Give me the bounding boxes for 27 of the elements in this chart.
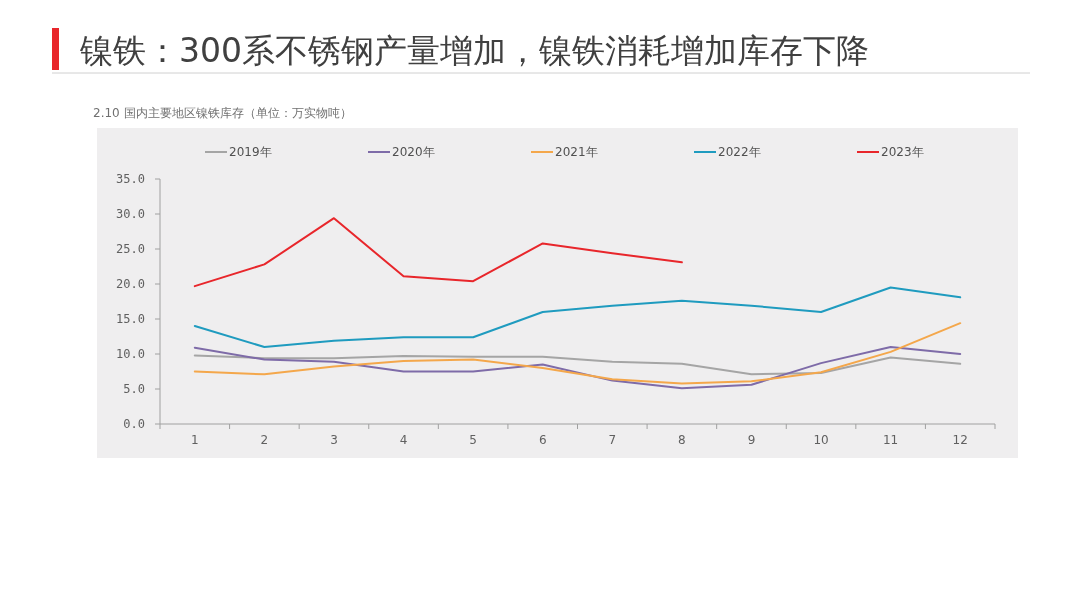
- categories[7]: 8: [678, 433, 686, 447]
- categories[4]: 5: [469, 433, 477, 447]
- categories[3]: 4: [399, 433, 408, 447]
- categories[0]: 1: [190, 433, 199, 447]
- legend-label: 2019年: [229, 145, 272, 159]
- legend-label: 2021年: [555, 145, 598, 159]
- legend-label: 2022年: [718, 145, 761, 159]
- categories[8]: 9: [747, 433, 756, 447]
- y-tick-label: 25.0: [116, 242, 145, 256]
- y-tick-label: 30.0: [116, 207, 145, 221]
- categories[10]: 11: [883, 433, 899, 447]
- y-tick-label: 35.0: [116, 172, 145, 186]
- categories[11]: 12: [952, 433, 968, 447]
- y-tick-label: 5.0: [123, 382, 145, 396]
- y-tick-label: 20.0: [116, 277, 145, 291]
- categories[6]: 7: [608, 433, 617, 447]
- categories[2]: 3: [330, 433, 338, 447]
- y-tick-label: 0.0: [123, 417, 145, 431]
- chart-subtitle: 2.10 国内主要地区镍铁库存（单位：万实物吨）: [93, 106, 352, 120]
- categories[9]: 10: [813, 433, 829, 447]
- categories[1]: 2: [260, 433, 269, 447]
- y-tick-label: 15.0: [116, 312, 145, 326]
- categories[5]: 6: [538, 433, 547, 447]
- legend-label: 2020年: [392, 145, 435, 159]
- y-tick-label: 10.0: [116, 347, 145, 361]
- legend-label: 2023年: [881, 145, 924, 159]
- chart-title: 镍铁：300系不锈钢产量增加，镍铁消耗增加库存下降: [79, 31, 869, 70]
